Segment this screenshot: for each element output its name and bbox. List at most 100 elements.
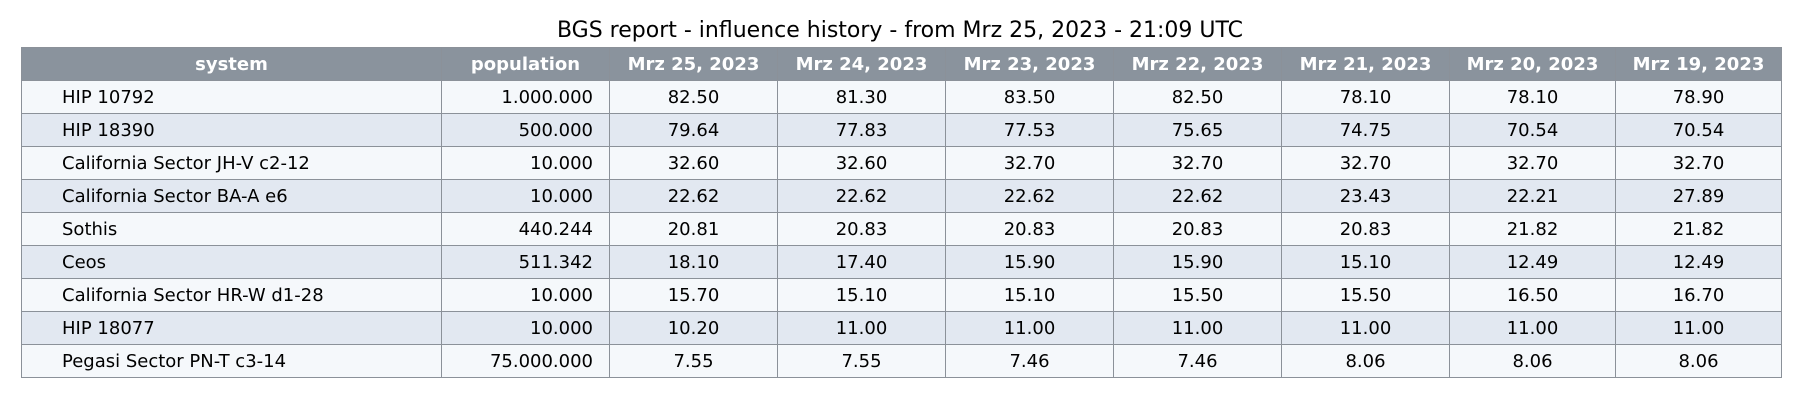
influence-value-cell: 77.53 <box>945 113 1114 147</box>
influence-value-cell: 7.55 <box>609 344 778 378</box>
influence-value-cell: 22.62 <box>1113 179 1282 213</box>
influence-value-cell: 27.89 <box>1615 179 1782 213</box>
column-header-date: Mrz 24, 2023 <box>777 47 946 81</box>
influence-value-cell: 79.64 <box>609 113 778 147</box>
influence-value-cell: 20.83 <box>1281 212 1450 246</box>
table-row: HIP 18077 10.000 10.20 11.00 11.00 11.00 11.00… <box>21 311 1782 345</box>
table-row: California Sector JH-V c2-12 10.000 32.60 3… <box>21 146 1782 180</box>
table-row: HIP 18390 500.000 79.64 77.83 77.53 75.65 74.7… <box>21 113 1782 147</box>
system-name-cell: Ceos <box>21 245 442 279</box>
influence-value-cell: 16.70 <box>1615 278 1782 312</box>
influence-value-cell: 8.06 <box>1281 344 1450 378</box>
column-header-date: Mrz 25, 2023 <box>609 47 778 81</box>
influence-value-cell: 20.81 <box>609 212 778 246</box>
influence-value-cell: 8.06 <box>1449 344 1616 378</box>
influence-value-cell: 75.65 <box>1113 113 1282 147</box>
system-name-cell: California Sector JH-V c2-12 <box>21 146 442 180</box>
influence-value-cell: 11.00 <box>945 311 1114 345</box>
influence-value-cell: 78.10 <box>1449 80 1616 114</box>
table-row: California Sector HR-W d1-28 10.000 15.70 1… <box>21 278 1782 312</box>
influence-value-cell: 32.70 <box>1281 146 1450 180</box>
influence-value-cell: 22.62 <box>609 179 778 213</box>
influence-value-cell: 11.00 <box>1281 311 1450 345</box>
population-cell: 511.342 <box>441 245 610 279</box>
influence-value-cell: 77.83 <box>777 113 946 147</box>
column-header-date: Mrz 20, 2023 <box>1449 47 1616 81</box>
influence-value-cell: 32.70 <box>1449 146 1616 180</box>
table-row: California Sector BA-A e6 10.000 22.62 22.6… <box>21 179 1782 213</box>
population-cell: 10.000 <box>441 278 610 312</box>
influence-value-cell: 15.90 <box>945 245 1114 279</box>
influence-value-cell: 82.50 <box>1113 80 1282 114</box>
influence-history-table: system population Mrz 25, 2023 Mrz 24, 2023… <box>21 47 1782 378</box>
influence-value-cell: 10.20 <box>609 311 778 345</box>
population-cell: 75.000.000 <box>441 344 610 378</box>
influence-value-cell: 70.54 <box>1449 113 1616 147</box>
system-name-cell: HIP 18077 <box>21 311 442 345</box>
column-header-date: Mrz 21, 2023 <box>1281 47 1450 81</box>
influence-value-cell: 22.21 <box>1449 179 1616 213</box>
system-name-cell: HIP 18390 <box>21 113 442 147</box>
influence-value-cell: 8.06 <box>1615 344 1782 378</box>
column-header-date: Mrz 19, 2023 <box>1615 47 1782 81</box>
influence-value-cell: 12.49 <box>1615 245 1782 279</box>
influence-value-cell: 15.10 <box>1281 245 1450 279</box>
influence-value-cell: 32.70 <box>1615 146 1782 180</box>
influence-value-cell: 7.46 <box>1113 344 1282 378</box>
influence-value-cell: 15.70 <box>609 278 778 312</box>
influence-value-cell: 11.00 <box>1449 311 1616 345</box>
table-row: Sothis 440.244 20.81 20.83 20.83 20.83 20.83 21… <box>21 212 1782 246</box>
influence-value-cell: 15.50 <box>1113 278 1282 312</box>
table-row: Ceos 511.342 18.10 17.40 15.90 15.90 15.10 12.4… <box>21 245 1782 279</box>
influence-value-cell: 12.49 <box>1449 245 1616 279</box>
influence-value-cell: 32.70 <box>945 146 1114 180</box>
influence-value-cell: 11.00 <box>777 311 946 345</box>
influence-value-cell: 32.60 <box>777 146 946 180</box>
population-cell: 1.000.000 <box>441 80 610 114</box>
influence-value-cell: 11.00 <box>1113 311 1282 345</box>
influence-value-cell: 83.50 <box>945 80 1114 114</box>
system-name-cell: California Sector HR-W d1-28 <box>21 278 442 312</box>
table-header-row: system population Mrz 25, 2023 Mrz 24, 2023… <box>21 47 1782 81</box>
system-name-cell: Sothis <box>21 212 442 246</box>
population-cell: 10.000 <box>441 146 610 180</box>
system-name-cell: California Sector BA-A e6 <box>21 179 442 213</box>
influence-value-cell: 20.83 <box>1113 212 1282 246</box>
influence-value-cell: 15.10 <box>945 278 1114 312</box>
influence-value-cell: 32.70 <box>1113 146 1282 180</box>
influence-value-cell: 32.60 <box>609 146 778 180</box>
influence-value-cell: 81.30 <box>777 80 946 114</box>
table-row: Pegasi Sector PN-T c3-14 75.000.000 7.55 7.… <box>21 344 1782 378</box>
system-name-cell: Pegasi Sector PN-T c3-14 <box>21 344 442 378</box>
influence-value-cell: 15.50 <box>1281 278 1450 312</box>
influence-value-cell: 21.82 <box>1449 212 1616 246</box>
table-row: HIP 10792 1.000.000 82.50 81.30 83.50 82.50 78… <box>21 80 1782 114</box>
influence-value-cell: 7.55 <box>777 344 946 378</box>
population-cell: 10.000 <box>441 179 610 213</box>
influence-value-cell: 78.10 <box>1281 80 1450 114</box>
influence-value-cell: 16.50 <box>1449 278 1616 312</box>
population-cell: 500.000 <box>441 113 610 147</box>
influence-value-cell: 22.62 <box>945 179 1114 213</box>
influence-value-cell: 70.54 <box>1615 113 1782 147</box>
influence-value-cell: 20.83 <box>777 212 946 246</box>
table-title: BGS report - influence history - from Mr… <box>556 18 1244 43</box>
influence-value-cell: 78.90 <box>1615 80 1782 114</box>
population-cell: 10.000 <box>441 311 610 345</box>
influence-value-cell: 21.82 <box>1615 212 1782 246</box>
population-cell: 440.244 <box>441 212 610 246</box>
influence-value-cell: 15.90 <box>1113 245 1282 279</box>
influence-value-cell: 18.10 <box>609 245 778 279</box>
influence-value-cell: 82.50 <box>609 80 778 114</box>
influence-value-cell: 23.43 <box>1281 179 1450 213</box>
influence-value-cell: 17.40 <box>777 245 946 279</box>
system-name-cell: HIP 10792 <box>21 80 442 114</box>
column-header-date: Mrz 23, 2023 <box>945 47 1114 81</box>
column-header-system: system <box>21 47 442 81</box>
column-header-date: Mrz 22, 2023 <box>1113 47 1282 81</box>
influence-value-cell: 20.83 <box>945 212 1114 246</box>
column-header-population: population <box>441 47 610 81</box>
influence-value-cell: 15.10 <box>777 278 946 312</box>
table-body: HIP 10792 1.000.000 82.50 81.30 83.50 82.50 78… <box>21 80 1782 378</box>
influence-value-cell: 7.46 <box>945 344 1114 378</box>
